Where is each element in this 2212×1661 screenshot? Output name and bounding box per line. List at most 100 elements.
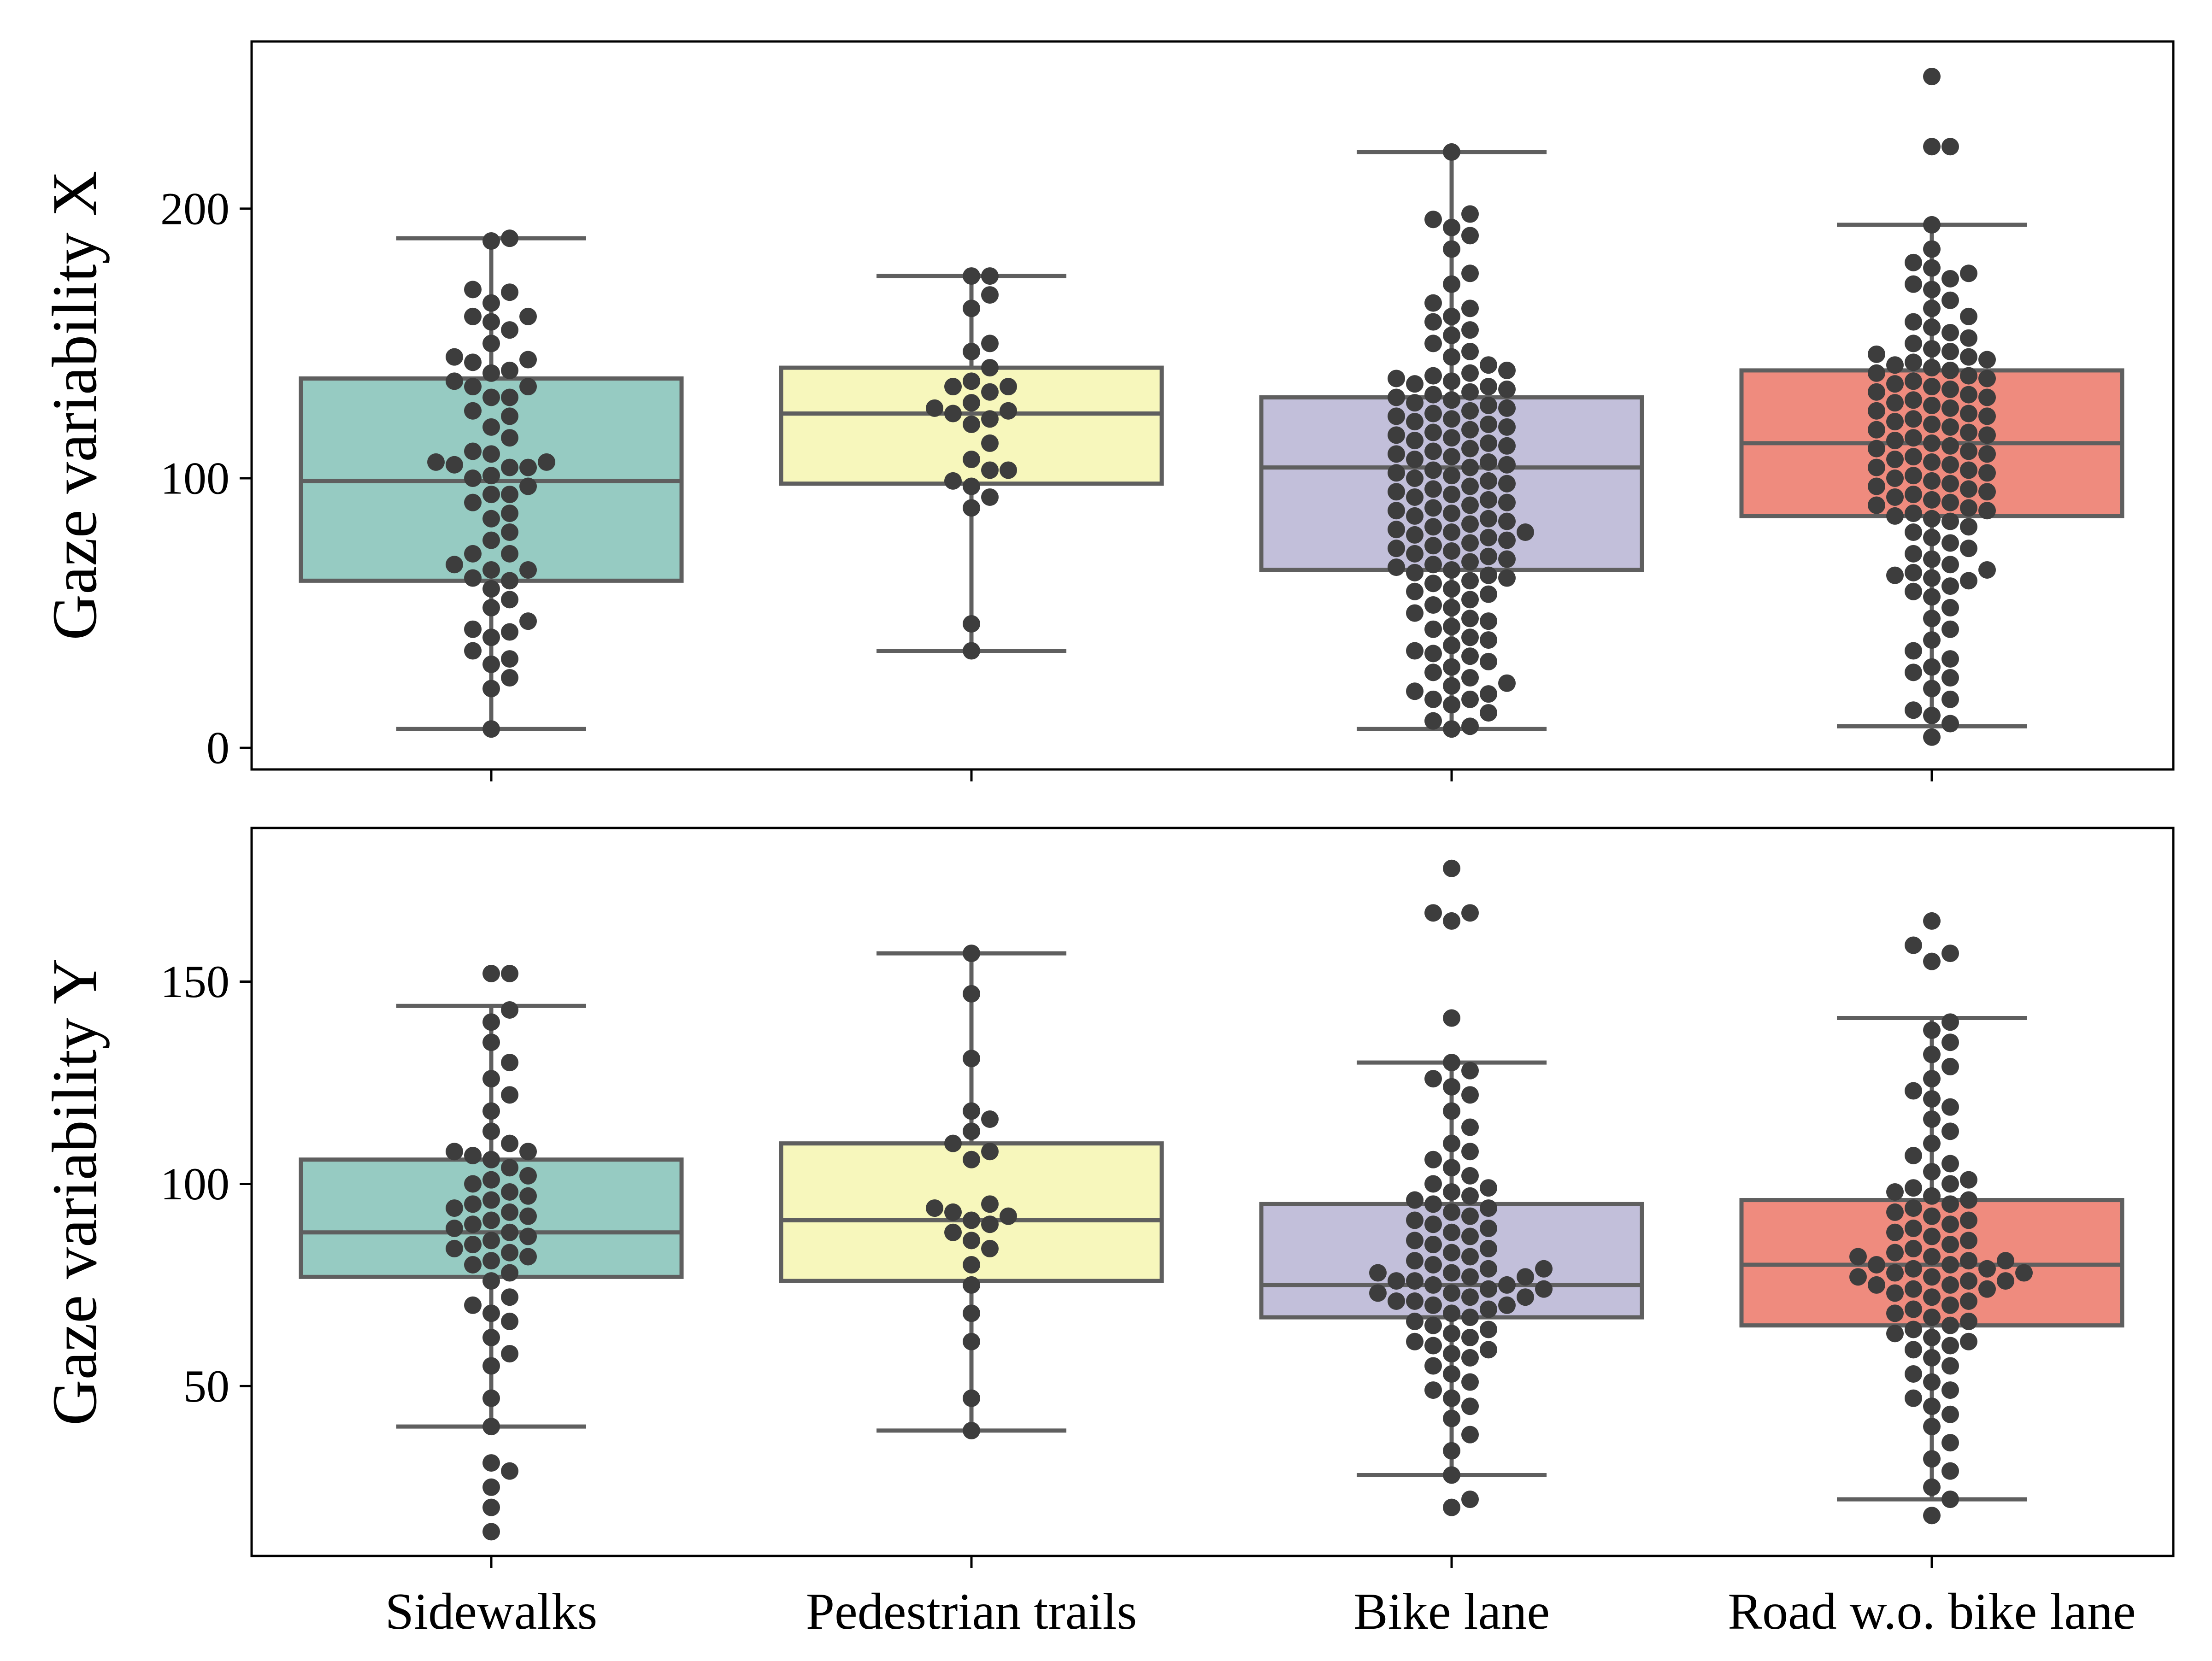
- data-point: [963, 342, 980, 360]
- data-point: [1923, 658, 1941, 676]
- data-point: [482, 1033, 500, 1051]
- data-point: [981, 359, 999, 377]
- data-point: [1960, 348, 1977, 366]
- data-point: [1443, 1409, 1460, 1427]
- data-point: [1461, 1207, 1479, 1225]
- data-point: [519, 1143, 537, 1161]
- data-point: [1461, 1349, 1479, 1367]
- data-point: [1978, 483, 1996, 501]
- data-point: [446, 456, 463, 474]
- data-point: [1480, 547, 1497, 565]
- data-point: [1406, 1211, 1424, 1229]
- data-point: [963, 1332, 980, 1350]
- data-point: [1406, 1292, 1424, 1310]
- data-point: [1941, 361, 1959, 379]
- data-point: [501, 1001, 518, 1019]
- data-point: [1424, 423, 1442, 441]
- data-point: [501, 1462, 518, 1480]
- swarm-4: [1849, 912, 2033, 1525]
- data-point: [944, 1223, 962, 1241]
- data-point: [1424, 1236, 1442, 1254]
- data-point: [981, 267, 999, 285]
- data-point: [1443, 1159, 1460, 1177]
- data-point: [1868, 477, 1885, 495]
- data-point: [1941, 1337, 1959, 1355]
- data-point: [501, 965, 518, 982]
- y-tick-label: 150: [160, 956, 229, 1007]
- data-point: [464, 442, 482, 460]
- data-point: [1480, 1280, 1497, 1298]
- data-point: [1905, 1147, 1922, 1164]
- data-point: [1923, 1248, 1941, 1266]
- data-point: [1369, 1284, 1387, 1302]
- data-point: [1406, 1272, 1424, 1290]
- data-point: [1923, 1309, 1941, 1326]
- data-point: [1923, 912, 1941, 930]
- data-point: [1941, 1013, 1959, 1031]
- data-point: [1886, 1183, 1904, 1201]
- data-point: [1406, 1232, 1424, 1250]
- data-point: [1443, 1183, 1460, 1201]
- data-point: [926, 1199, 943, 1217]
- data-point: [1923, 216, 1941, 234]
- data-point: [1498, 550, 1516, 568]
- data-point: [1443, 696, 1460, 714]
- data-point: [1461, 1268, 1479, 1286]
- data-point: [944, 1203, 962, 1221]
- data-point: [963, 372, 980, 390]
- data-point: [1941, 1033, 1959, 1051]
- data-point: [1424, 1256, 1442, 1274]
- data-point: [1960, 423, 1977, 441]
- data-point: [1905, 563, 1922, 581]
- data-point: [1923, 588, 1941, 606]
- data-point: [1461, 402, 1479, 420]
- data-point: [482, 1070, 500, 1088]
- data-point: [1498, 361, 1516, 379]
- data-point: [482, 1418, 500, 1436]
- data-point: [482, 313, 500, 331]
- data-point: [1923, 1329, 1941, 1346]
- data-point: [1443, 617, 1460, 635]
- y-tick-label: 50: [183, 1361, 229, 1412]
- data-point: [1443, 1304, 1460, 1322]
- data-point: [464, 470, 482, 487]
- data-point: [1498, 456, 1516, 474]
- data-point: [501, 545, 518, 563]
- data-point: [1978, 388, 1996, 406]
- data-point: [1480, 631, 1497, 649]
- data-point: [1443, 275, 1460, 293]
- data-point: [981, 410, 999, 428]
- data-point: [1443, 523, 1460, 541]
- data-point: [1424, 518, 1442, 536]
- data-point: [1960, 405, 1977, 423]
- data-point: [1424, 1070, 1442, 1088]
- data-point: [963, 985, 980, 1003]
- data-point: [1480, 453, 1497, 471]
- data-point: [1868, 402, 1885, 420]
- data-point: [482, 232, 500, 250]
- data-point: [519, 458, 537, 476]
- data-point: [963, 1304, 980, 1322]
- data-point: [482, 364, 500, 382]
- data-point: [1443, 677, 1460, 695]
- data-point: [482, 1150, 500, 1168]
- data-point: [963, 1421, 980, 1439]
- data-point: [1443, 1054, 1460, 1072]
- data-point: [2015, 1264, 2033, 1282]
- data-point: [1923, 1268, 1941, 1286]
- data-point: [1388, 540, 1405, 558]
- data-point: [963, 1122, 980, 1140]
- data-point: [1905, 1389, 1922, 1407]
- data-point: [981, 1239, 999, 1257]
- data-point: [1480, 378, 1497, 396]
- data-point: [1923, 528, 1941, 546]
- data-point: [1978, 426, 1996, 444]
- data-point: [1406, 682, 1424, 700]
- data-point: [981, 461, 999, 479]
- data-point: [1905, 1321, 1922, 1338]
- data-point: [1960, 480, 1977, 498]
- data-point: [1941, 291, 1959, 309]
- data-point: [1461, 421, 1479, 439]
- data-point: [1923, 1349, 1941, 1367]
- data-point: [1923, 491, 1941, 509]
